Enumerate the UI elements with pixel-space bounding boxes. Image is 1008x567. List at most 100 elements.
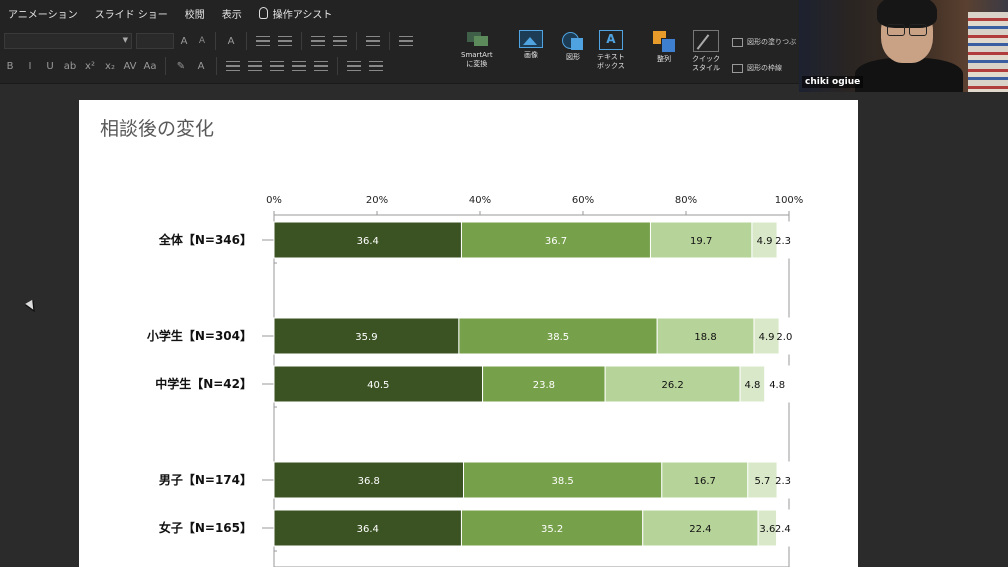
data-label: 35.9 (355, 332, 377, 343)
data-label: 3.6 (759, 524, 775, 535)
bar-segment (778, 317, 791, 355)
tab-view[interactable]: 表示 (221, 9, 242, 21)
assist-label: 操作アシスト (272, 9, 333, 21)
bar-segment (273, 221, 462, 259)
data-label: 4.9 (759, 332, 775, 343)
tab-animation[interactable]: アニメーション (8, 9, 78, 21)
data-label: 18.8 (694, 332, 716, 343)
divider (215, 32, 216, 50)
justify-icon[interactable] (292, 61, 306, 71)
textbox-label: テキスト ボックス (597, 53, 625, 70)
stacked-bar-chart: 0% 20% 40% 60% 80% 100% 全体【N=346】 36.4 36.7 19.7 4… (147, 195, 803, 567)
person-body (855, 58, 963, 92)
text-direction-icon[interactable] (347, 61, 361, 71)
numbering-icon[interactable] (278, 36, 292, 46)
bar-segment (273, 509, 462, 547)
superscript-icon[interactable]: x² (85, 60, 95, 72)
highlight-icon[interactable]: ✎ (176, 60, 186, 72)
bar-segment (776, 461, 790, 499)
picture-icon (519, 30, 543, 48)
divider (216, 57, 217, 75)
outline-icon (732, 63, 743, 73)
align-left-icon[interactable] (226, 61, 240, 71)
smartart-icon (465, 30, 489, 48)
slide-canvas[interactable]: 相談後の変化 0% 20% 40% 60% 80% 100% 全体【N=346】 36.4 36… (79, 100, 858, 567)
data-label: 5.7 (755, 476, 771, 487)
divider (165, 57, 166, 75)
chevron-down-icon: ▼ (122, 36, 128, 44)
data-label: 36.4 (357, 524, 379, 535)
category-label: 男子【N=174】 (159, 472, 252, 487)
data-label: 22.4 (689, 524, 711, 535)
distributed-icon[interactable] (314, 61, 328, 71)
data-label: 36.8 (358, 476, 380, 487)
bar-segment (753, 317, 780, 355)
data-label: 4.8 (769, 380, 785, 391)
align-right-icon[interactable] (270, 61, 284, 71)
bar-segment (776, 509, 790, 547)
change-case-icon[interactable]: Aa (143, 60, 157, 72)
subscript-icon[interactable]: x₂ (105, 60, 115, 72)
data-label: 36.7 (545, 236, 567, 247)
shapes-label: 図形 (566, 53, 580, 61)
bar-segment (642, 509, 759, 547)
divider (389, 32, 390, 50)
divider (301, 32, 302, 50)
x-tick-label: 60% (572, 195, 594, 206)
align-center-icon[interactable] (248, 61, 262, 71)
char-spacing-icon[interactable]: AV (123, 60, 137, 72)
data-label: 38.5 (547, 332, 569, 343)
participant-name: chiki ogiue (802, 76, 864, 88)
font-grow-icon[interactable]: A (180, 35, 188, 47)
line-spacing-icon[interactable] (366, 36, 380, 46)
divider (337, 57, 338, 75)
x-tick-label: 20% (366, 195, 388, 206)
shapes-button[interactable]: 図形 (560, 30, 586, 62)
bar-segment (661, 461, 749, 499)
divider (356, 32, 357, 50)
tell-me-assist[interactable]: 操作アシスト (258, 6, 333, 21)
category-label: 全体【N=346】 (158, 232, 252, 247)
tab-review[interactable]: 校閲 (184, 9, 205, 21)
italic-icon[interactable]: I (28, 60, 32, 72)
divider (246, 32, 247, 50)
underline-icon[interactable]: U (46, 60, 54, 72)
shape-outline-button[interactable]: 図形の枠線 (732, 63, 782, 73)
tab-slideshow[interactable]: スライド ショー (94, 9, 168, 21)
quick-styles-label: クイック スタイル (692, 55, 720, 72)
columns-icon[interactable] (399, 36, 413, 46)
bold-icon[interactable]: B (6, 60, 14, 72)
increase-indent-icon[interactable] (333, 36, 347, 46)
ribbon-tabs: アニメーション スライド ショー 校閲 表示 操作アシスト (0, 0, 349, 26)
clear-format-icon[interactable]: A (227, 35, 235, 47)
align-text-icon[interactable] (369, 61, 383, 71)
picture-button[interactable]: 画像 (519, 30, 543, 60)
lightbulb-icon (258, 7, 268, 19)
font-size-dropdown[interactable] (136, 33, 174, 49)
slide-title: 相談後の変化 (100, 118, 215, 140)
bar-segment (776, 221, 790, 259)
textbox-button[interactable]: A テキスト ボックス (597, 30, 625, 71)
arrange-button[interactable]: 整列 (652, 30, 676, 64)
quick-styles-button[interactable]: クイック スタイル (692, 30, 720, 73)
font-shrink-icon[interactable]: A (198, 36, 206, 46)
data-label: 36.4 (357, 236, 379, 247)
data-label: 38.5 (552, 476, 574, 487)
font-name-dropdown[interactable]: ▼ (4, 33, 132, 49)
paint-bucket-icon (732, 37, 743, 47)
decrease-indent-icon[interactable] (311, 36, 325, 46)
shape-fill-button[interactable]: 図形の塗りつぶ (732, 37, 796, 47)
glasses (887, 24, 927, 36)
person-hair (877, 0, 937, 28)
bullets-icon[interactable] (256, 36, 270, 46)
strikethrough-icon[interactable]: ab (63, 60, 77, 72)
x-tick-label: 40% (469, 195, 491, 206)
data-label: 2.4 (775, 524, 791, 535)
data-label: 23.8 (533, 380, 555, 391)
bar-segment (482, 365, 606, 403)
quick-styles-icon (693, 30, 719, 52)
smartart-button[interactable]: SmartArt に変換 (461, 30, 493, 69)
bar-segment (273, 461, 465, 499)
font-color-icon[interactable]: A (197, 60, 205, 72)
bar-segment (604, 365, 741, 403)
